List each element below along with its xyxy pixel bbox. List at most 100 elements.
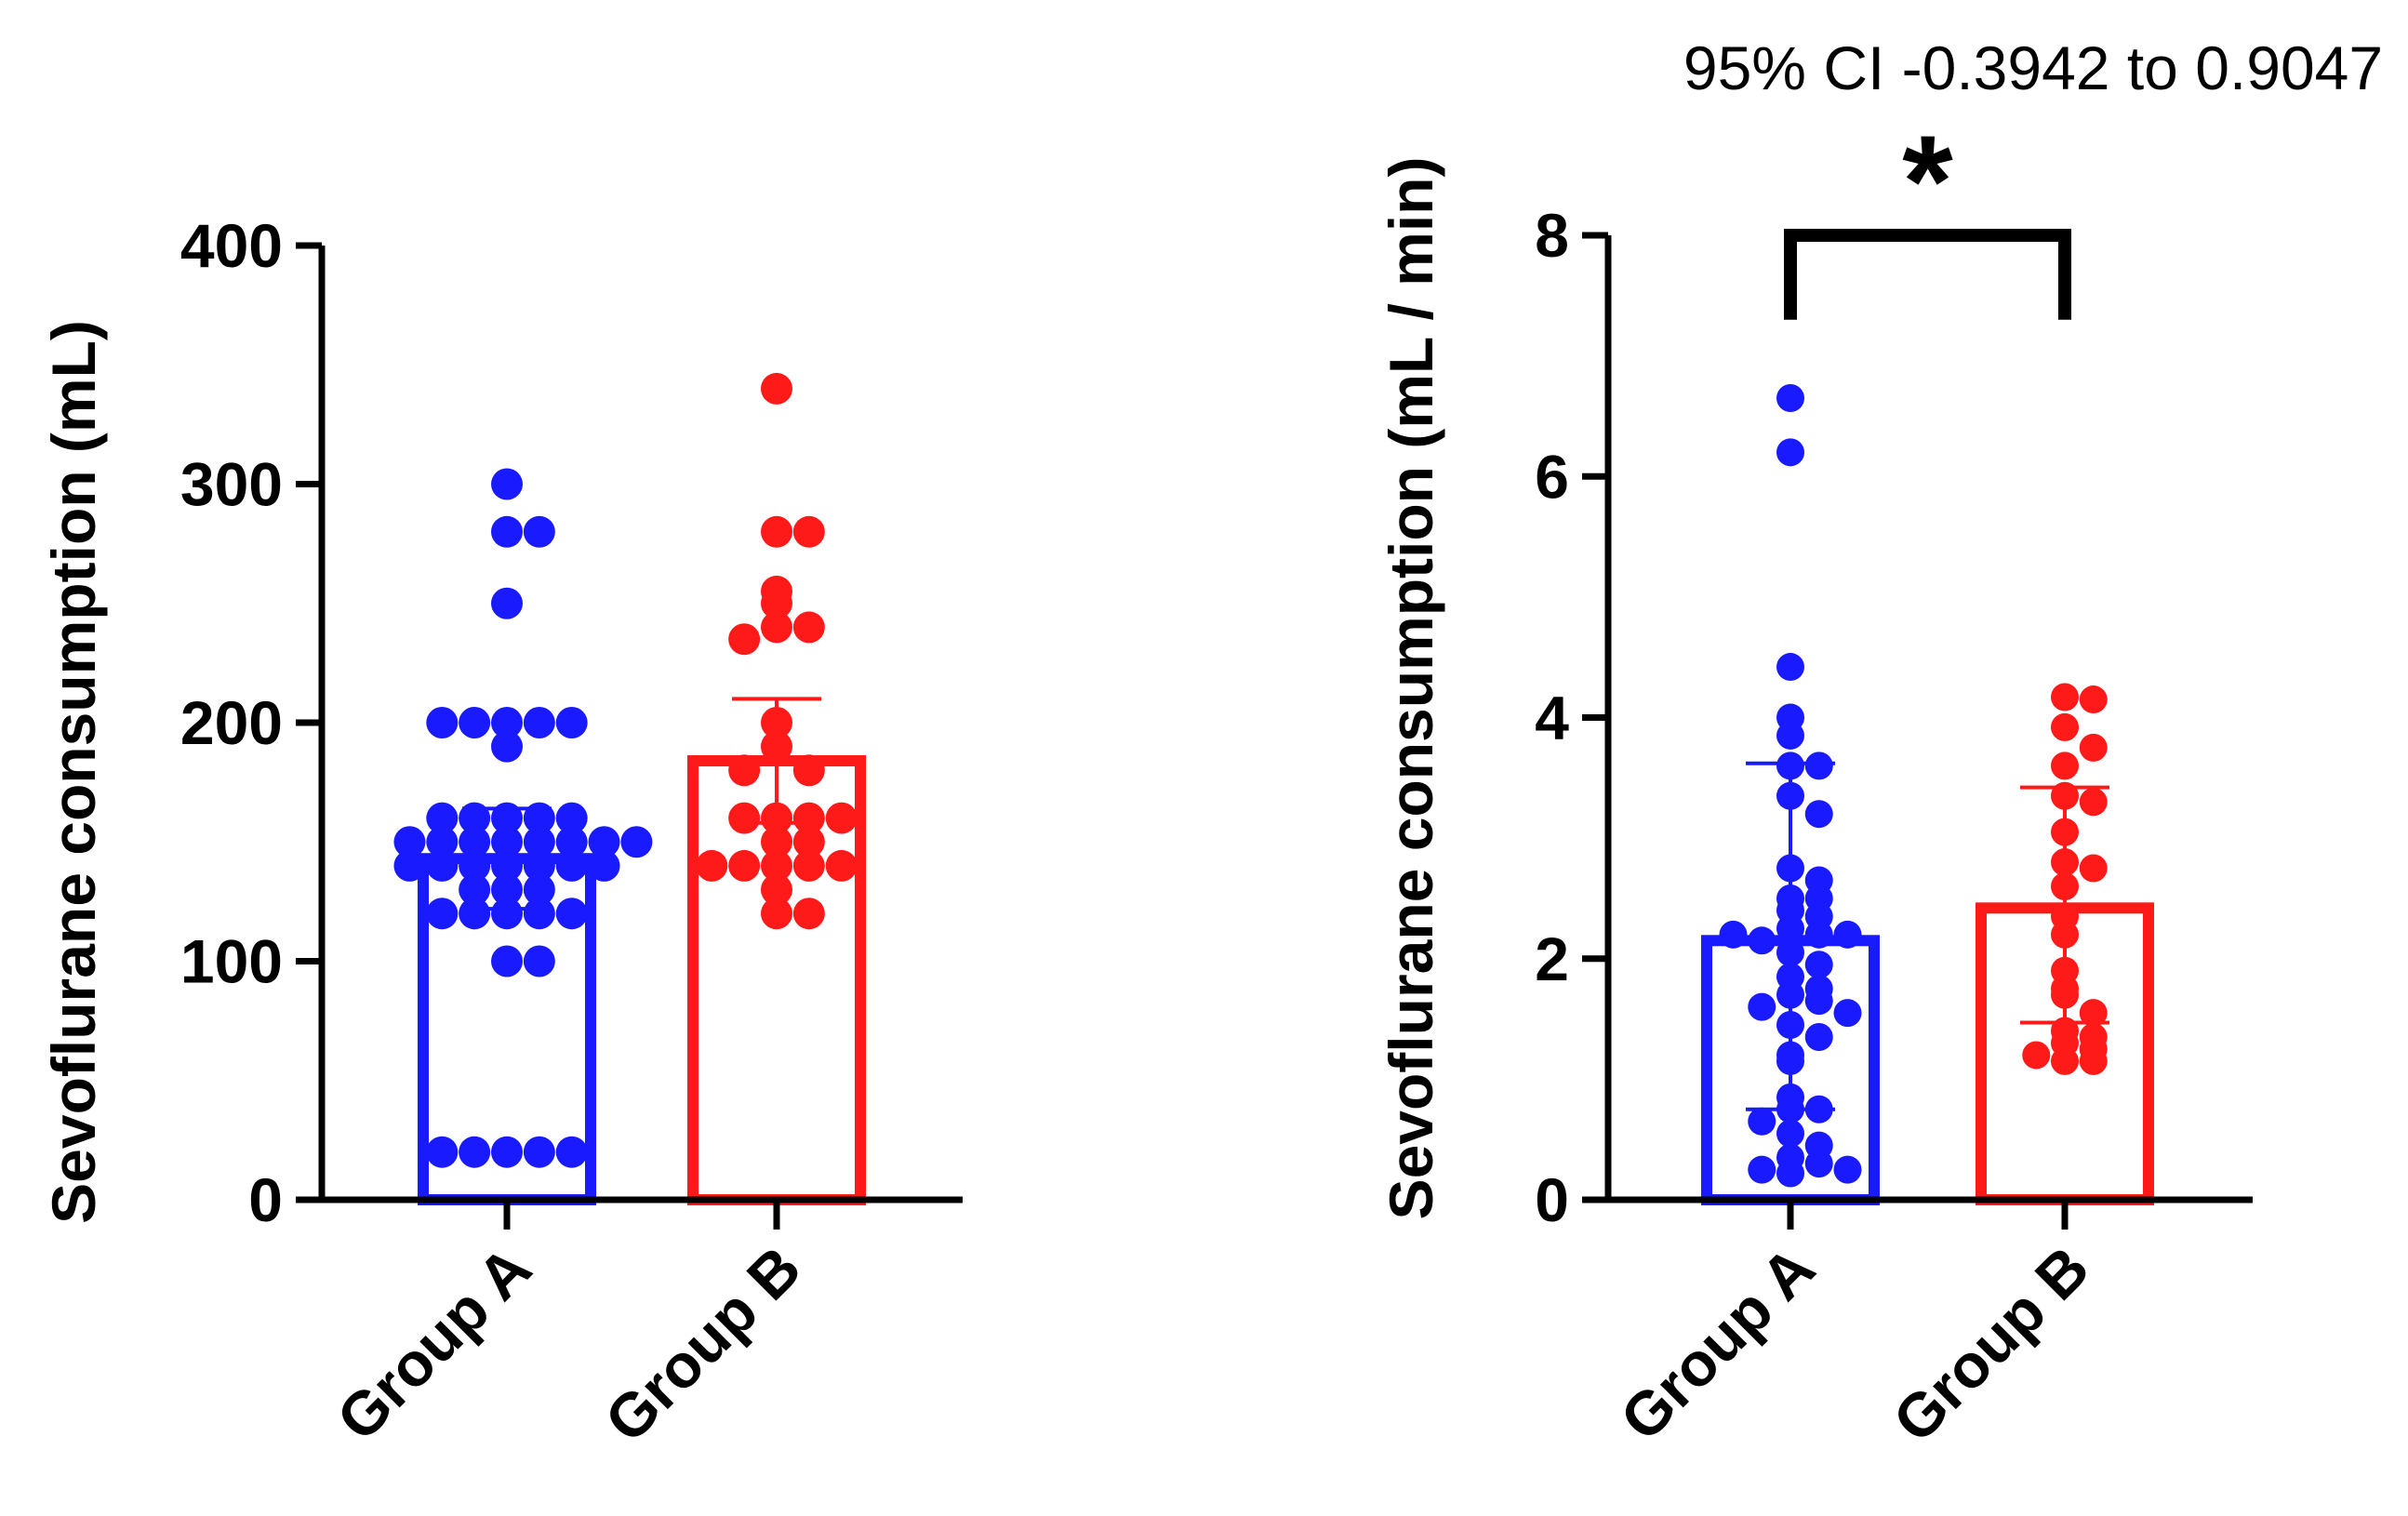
data-point (2079, 999, 2108, 1028)
data-point (426, 826, 459, 858)
data-point (1833, 920, 1862, 949)
data-point (728, 849, 761, 882)
data-point (523, 849, 555, 882)
data-point (1804, 920, 1833, 949)
data-point (491, 898, 523, 930)
data-point (393, 826, 426, 858)
y-tick-label: 4 (1535, 684, 1569, 752)
y-tick-label: 0 (248, 1165, 283, 1234)
data-point (555, 707, 588, 738)
data-point (1776, 1119, 1804, 1148)
data-point (792, 826, 825, 858)
data-point (792, 754, 825, 787)
data-point (523, 707, 555, 738)
data-point (761, 873, 792, 906)
y-tick-label: 100 (180, 927, 283, 996)
data-point (825, 802, 858, 834)
x-tick-label: Group A (324, 1233, 544, 1454)
right-y-ticks: 0 2 4 6 8 (1535, 201, 1608, 1234)
data-point (1833, 999, 1862, 1028)
y-tick-label: 200 (180, 688, 283, 757)
data-point (459, 826, 491, 858)
data-point (1719, 920, 1748, 949)
data-point (459, 849, 491, 882)
data-point (728, 802, 761, 834)
data-point (555, 1136, 588, 1168)
x-tick-label: Group B (592, 1233, 814, 1456)
data-point (459, 873, 491, 906)
data-point (761, 587, 792, 619)
x-tick-label: Group B (1880, 1233, 2102, 1456)
data-point (491, 515, 523, 548)
data-point (761, 898, 792, 930)
data-point (491, 730, 523, 763)
data-point (523, 898, 555, 930)
data-point (2079, 788, 2108, 817)
data-point (1748, 1155, 1776, 1184)
data-point (491, 945, 523, 977)
data-point (426, 1136, 459, 1168)
data-point (523, 1136, 555, 1168)
y-tick-label: 0 (1535, 1165, 1569, 1234)
y-tick-label: 400 (180, 211, 283, 280)
data-point (761, 849, 792, 882)
data-point (555, 898, 588, 930)
data-point (1804, 951, 1833, 979)
data-point (523, 945, 555, 977)
data-point (523, 515, 555, 548)
data-point (555, 802, 588, 834)
data-point (1776, 438, 1804, 467)
y-tick-label: 6 (1535, 442, 1569, 511)
data-point (555, 849, 588, 882)
data-point (2051, 1046, 2079, 1075)
data-point (1833, 1155, 1862, 1184)
data-point (523, 873, 555, 906)
data-point (2051, 712, 2079, 741)
data-point (2022, 1041, 2051, 1070)
right-x-ticks: Group A Group B (1607, 1200, 2102, 1456)
data-point (728, 754, 761, 787)
y-tick-label: 2 (1535, 924, 1569, 993)
data-point (761, 611, 792, 644)
data-point (696, 849, 728, 882)
data-point (1804, 1150, 1833, 1178)
data-point (761, 826, 792, 858)
left-chart-marks (393, 372, 866, 1206)
data-point (825, 849, 858, 882)
data-point (2079, 854, 2108, 883)
data-point (2051, 751, 2079, 780)
data-point (426, 707, 459, 738)
x-tick-label: Group A (1607, 1233, 1828, 1454)
right-chart-marks (1701, 383, 2154, 1206)
data-point (761, 515, 792, 548)
left-chart-panel: Sevoflurane consumption (mL) 0 100 200 300 4… (39, 211, 963, 1456)
data-point (1776, 1159, 1804, 1188)
left-x-ticks: Group A Group B (324, 1200, 814, 1456)
data-point (792, 898, 825, 930)
left-y-ticks: 0 100 200 300 400 (180, 211, 322, 1234)
data-point (459, 707, 491, 738)
data-point (2051, 683, 2079, 711)
data-point (792, 802, 825, 834)
data-point (588, 826, 620, 858)
data-point (792, 611, 825, 644)
data-point (393, 849, 426, 882)
data-point (2079, 685, 2108, 714)
data-point (620, 826, 653, 858)
data-point (1804, 751, 1833, 780)
data-point (761, 372, 792, 405)
data-point (1804, 1023, 1833, 1052)
data-point (491, 1136, 523, 1168)
data-point (459, 1136, 491, 1168)
data-point (2079, 733, 2108, 762)
y-tick-label: 8 (1535, 201, 1569, 270)
data-point (2079, 1046, 2108, 1075)
data-point (1776, 721, 1804, 750)
data-point (426, 849, 459, 882)
right-y-axis-title: Sevoflurane consumption (mL / min) (1377, 157, 1445, 1220)
data-point (491, 587, 523, 619)
significance-star: * (1902, 108, 1953, 254)
y-tick-label: 300 (180, 450, 283, 519)
data-point (728, 623, 761, 656)
data-point (792, 849, 825, 882)
